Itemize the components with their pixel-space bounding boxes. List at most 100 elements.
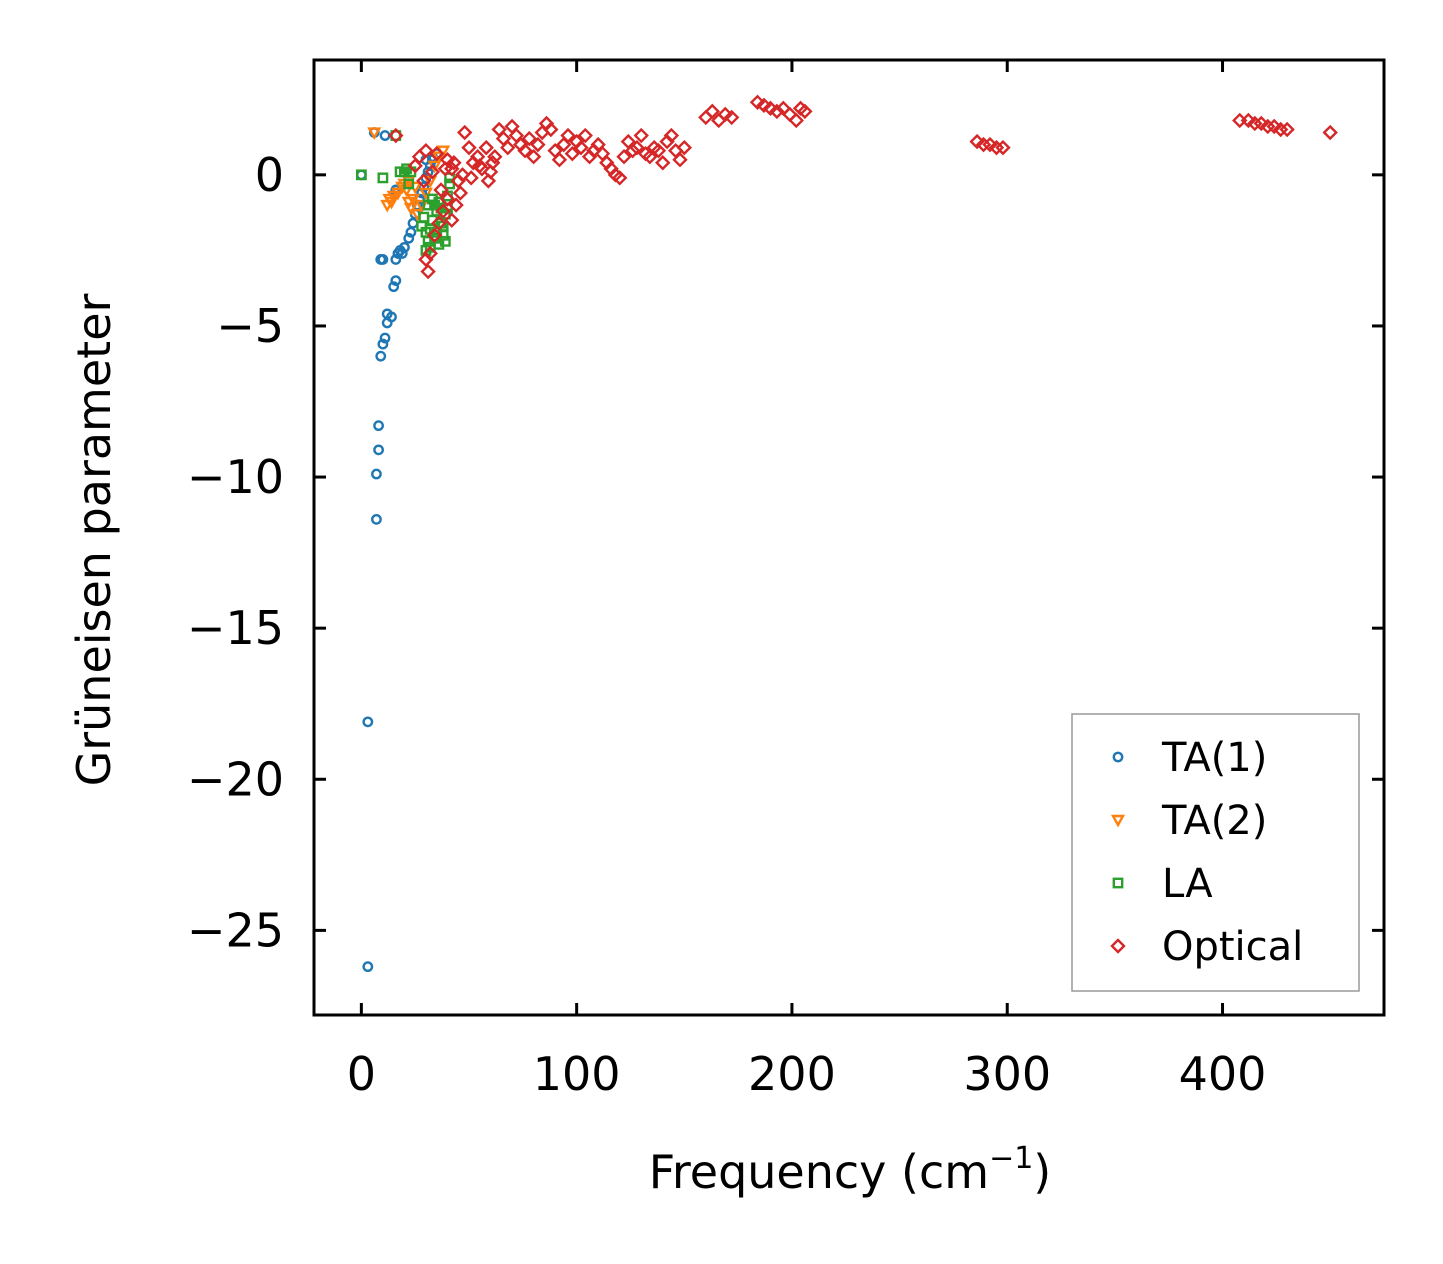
x-tick-label-2: 200	[748, 1047, 836, 1101]
data-point	[362, 961, 374, 973]
data-point	[416, 220, 428, 232]
data-point	[388, 127, 404, 144]
data-point	[377, 338, 389, 350]
legend-label-0: TA(1)	[1161, 735, 1267, 781]
x-axis-title: Frequency (cm−1)	[649, 1141, 1052, 1199]
data-point	[371, 513, 382, 525]
data-point	[457, 124, 473, 141]
data-point	[439, 191, 456, 207]
data-point	[396, 248, 408, 259]
data-point	[530, 136, 546, 153]
data-point	[517, 142, 533, 159]
data-point	[386, 311, 397, 323]
data-point	[379, 332, 391, 344]
data-point	[500, 139, 516, 156]
data-point	[478, 139, 494, 156]
data-point	[446, 155, 462, 171]
data-point	[403, 178, 415, 190]
data-point	[560, 127, 576, 144]
data-point	[704, 103, 720, 120]
data-point	[377, 172, 389, 184]
data-point	[472, 158, 488, 174]
data-point	[612, 170, 628, 186]
legend: TA(1) TA(2) LA Optical	[1071, 713, 1360, 992]
data-point	[655, 155, 671, 171]
y-tick-label-0: 0	[255, 148, 284, 202]
data-point	[390, 187, 406, 201]
data-point	[633, 127, 649, 144]
data-point	[461, 139, 477, 156]
y-tick-label-2: −10	[187, 450, 284, 504]
data-point	[367, 127, 382, 141]
data-point	[377, 254, 389, 265]
data-point	[1279, 121, 1295, 138]
data-point	[480, 173, 497, 189]
data-point	[484, 155, 501, 171]
data-point	[444, 212, 460, 228]
data-point	[437, 161, 454, 177]
axis-ticks	[314, 60, 1384, 1015]
data-point	[543, 121, 559, 138]
data-point	[362, 716, 374, 728]
data-point	[452, 185, 469, 201]
y-tick-labels: 0 −5 −10 −15 −20 −25	[187, 148, 284, 958]
y-axis-title: Grüneisen parameter	[67, 293, 121, 786]
data-point	[390, 275, 402, 287]
data-point	[454, 167, 471, 183]
data-point	[390, 130, 402, 141]
data-point	[403, 202, 418, 216]
plot-area-frame	[312, 58, 1386, 1017]
data-point	[388, 281, 400, 293]
data-point	[439, 235, 451, 247]
data-point	[629, 139, 645, 156]
data-point	[422, 199, 434, 211]
data-point	[463, 170, 479, 186]
data-point	[650, 142, 667, 159]
legend-label-2: LA	[1162, 861, 1213, 907]
data-point	[769, 103, 785, 120]
legend-entries: TA(1) TA(2) LA Optical	[1110, 735, 1303, 970]
data-point	[405, 193, 421, 207]
legend-marker-0	[1112, 751, 1124, 763]
series-optical	[388, 94, 1338, 280]
data-point	[797, 103, 813, 120]
data-point	[723, 109, 740, 126]
data-point	[418, 187, 433, 201]
data-point	[663, 127, 680, 144]
data-point	[564, 145, 581, 162]
data-point	[577, 127, 593, 144]
data-point	[521, 130, 537, 147]
data-point	[995, 139, 1011, 156]
data-point	[403, 232, 415, 244]
data-point	[373, 420, 384, 432]
data-point	[435, 203, 451, 219]
legend-marker-2	[1112, 877, 1124, 889]
data-point	[426, 227, 443, 243]
y-tick-label-4: −20	[187, 752, 284, 806]
data-point	[433, 182, 449, 198]
data-point	[422, 245, 438, 262]
data-point	[355, 169, 367, 181]
data-points	[355, 94, 1338, 973]
data-point	[573, 139, 589, 156]
x-tick-label-3: 300	[963, 1047, 1051, 1101]
y-tick-label-3: −15	[187, 601, 284, 655]
data-point	[672, 152, 688, 168]
legend-marker-3	[1110, 938, 1126, 954]
legend-label-1: TA(2)	[1161, 798, 1267, 844]
data-point	[431, 151, 446, 165]
data-point	[375, 350, 387, 362]
y-tick-label-1: −5	[216, 299, 284, 353]
data-point	[624, 142, 641, 159]
x-tick-label-1: 100	[533, 1047, 621, 1101]
data-point	[424, 164, 441, 180]
data-point	[431, 215, 447, 231]
data-point	[448, 197, 464, 213]
data-point	[676, 139, 692, 156]
legend-label-3: Optical	[1162, 924, 1303, 970]
data-point	[429, 145, 445, 162]
data-point	[373, 444, 384, 456]
legend-marker-1	[1110, 814, 1126, 828]
data-point	[525, 149, 542, 165]
